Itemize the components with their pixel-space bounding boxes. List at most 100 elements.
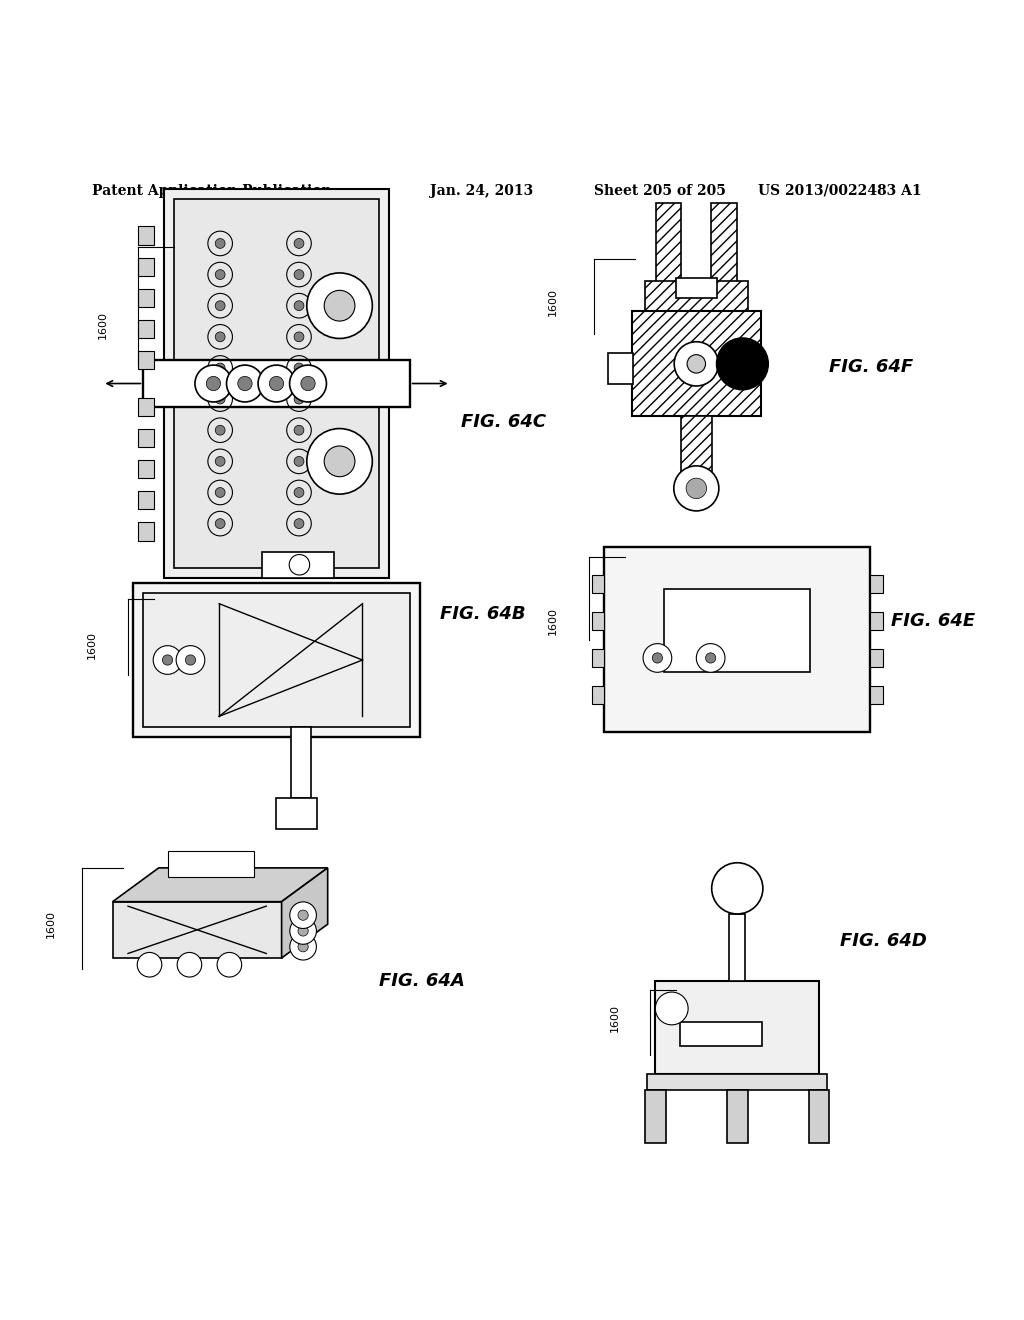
- Circle shape: [290, 902, 316, 928]
- Bar: [138, 351, 154, 370]
- Bar: [138, 319, 154, 338]
- Circle shape: [217, 953, 242, 977]
- Circle shape: [706, 653, 716, 663]
- Bar: [138, 227, 154, 246]
- Circle shape: [686, 478, 707, 499]
- Bar: [664, 589, 811, 672]
- Circle shape: [226, 366, 263, 403]
- Bar: [138, 397, 154, 416]
- Bar: [809, 1090, 829, 1143]
- Circle shape: [307, 429, 373, 494]
- Bar: [138, 459, 154, 478]
- Circle shape: [238, 376, 252, 391]
- Bar: [133, 583, 420, 737]
- Circle shape: [289, 554, 309, 576]
- Circle shape: [674, 466, 719, 511]
- Text: Sheet 205 of 205: Sheet 205 of 205: [594, 183, 726, 198]
- Text: FIG. 64F: FIG. 64F: [829, 358, 913, 376]
- Circle shape: [215, 519, 225, 528]
- Bar: [168, 851, 254, 876]
- Bar: [276, 799, 317, 829]
- Circle shape: [215, 301, 225, 310]
- Bar: [592, 648, 604, 667]
- Text: 1600: 1600: [87, 631, 97, 659]
- Circle shape: [294, 519, 304, 528]
- Text: FIG. 64B: FIG. 64B: [440, 605, 526, 623]
- Bar: [645, 281, 748, 312]
- Bar: [647, 1073, 827, 1090]
- Text: 1600: 1600: [609, 1003, 620, 1032]
- Circle shape: [177, 953, 202, 977]
- Circle shape: [294, 331, 304, 342]
- Circle shape: [307, 273, 373, 338]
- Circle shape: [325, 290, 355, 321]
- Circle shape: [215, 395, 225, 404]
- Circle shape: [258, 366, 295, 403]
- Circle shape: [269, 376, 284, 391]
- Circle shape: [294, 425, 304, 436]
- Circle shape: [294, 457, 304, 466]
- Bar: [712, 203, 737, 285]
- Bar: [870, 612, 883, 631]
- Circle shape: [215, 425, 225, 436]
- Circle shape: [294, 239, 304, 248]
- Bar: [174, 393, 379, 568]
- Circle shape: [290, 366, 327, 403]
- Circle shape: [215, 239, 225, 248]
- Bar: [164, 189, 389, 578]
- Circle shape: [215, 363, 225, 372]
- Bar: [143, 594, 410, 726]
- Circle shape: [215, 331, 225, 342]
- Circle shape: [696, 644, 725, 672]
- Circle shape: [137, 953, 162, 977]
- Circle shape: [712, 863, 763, 913]
- Circle shape: [294, 395, 304, 404]
- Circle shape: [185, 655, 196, 665]
- Bar: [870, 685, 883, 704]
- Text: 1600: 1600: [548, 288, 558, 315]
- Text: Jan. 24, 2013: Jan. 24, 2013: [430, 183, 534, 198]
- Text: Patent Application Publication: Patent Application Publication: [92, 183, 332, 198]
- Polygon shape: [113, 867, 328, 902]
- Circle shape: [301, 376, 315, 391]
- Bar: [592, 685, 604, 704]
- Circle shape: [294, 269, 304, 280]
- Bar: [592, 612, 604, 631]
- Circle shape: [215, 269, 225, 280]
- Circle shape: [294, 301, 304, 310]
- Bar: [138, 523, 154, 541]
- Bar: [138, 289, 154, 308]
- Circle shape: [215, 457, 225, 466]
- Text: 1600: 1600: [46, 911, 56, 939]
- Bar: [291, 726, 311, 799]
- Text: FIG. 64D: FIG. 64D: [840, 932, 927, 949]
- Bar: [592, 576, 604, 594]
- Circle shape: [163, 655, 173, 665]
- Bar: [655, 981, 819, 1073]
- Text: US 2013/0022483 A1: US 2013/0022483 A1: [758, 183, 922, 198]
- Bar: [143, 360, 410, 407]
- Circle shape: [195, 366, 231, 403]
- Circle shape: [206, 376, 220, 391]
- Bar: [727, 1090, 748, 1143]
- Bar: [645, 1090, 666, 1143]
- Circle shape: [294, 487, 304, 498]
- Bar: [656, 203, 682, 285]
- Text: 1600: 1600: [97, 312, 108, 339]
- Circle shape: [294, 363, 304, 372]
- Circle shape: [687, 355, 706, 374]
- Bar: [870, 648, 883, 667]
- Circle shape: [674, 342, 719, 385]
- Polygon shape: [282, 867, 328, 958]
- Circle shape: [298, 909, 308, 920]
- Text: FIG. 64A: FIG. 64A: [379, 972, 465, 990]
- Bar: [676, 277, 717, 298]
- Circle shape: [290, 933, 316, 960]
- Circle shape: [298, 925, 308, 936]
- Circle shape: [215, 487, 225, 498]
- Bar: [608, 352, 634, 384]
- Bar: [680, 1023, 762, 1045]
- Polygon shape: [113, 902, 282, 958]
- Circle shape: [643, 644, 672, 672]
- Circle shape: [176, 645, 205, 675]
